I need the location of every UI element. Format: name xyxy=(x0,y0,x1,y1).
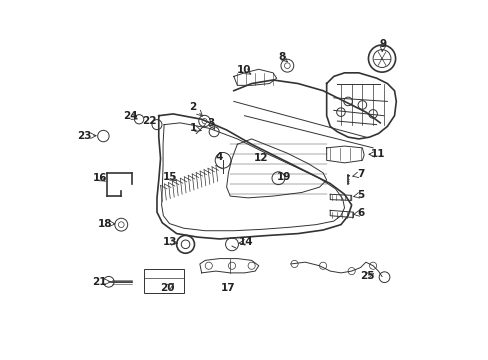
Text: 15: 15 xyxy=(163,172,177,182)
Text: 16: 16 xyxy=(92,173,107,183)
Text: 20: 20 xyxy=(160,283,174,293)
Text: 3: 3 xyxy=(206,118,214,128)
Text: 13: 13 xyxy=(163,237,178,247)
Text: 2: 2 xyxy=(189,102,196,112)
Text: 7: 7 xyxy=(356,169,364,179)
Text: 18: 18 xyxy=(98,219,112,229)
Text: 4: 4 xyxy=(215,152,222,162)
Text: 8: 8 xyxy=(278,52,285,62)
Text: 1: 1 xyxy=(190,123,197,133)
Text: 24: 24 xyxy=(123,111,138,121)
Text: 21: 21 xyxy=(92,277,107,287)
Text: 10: 10 xyxy=(236,65,250,75)
Text: 22: 22 xyxy=(142,116,157,126)
Text: 17: 17 xyxy=(221,283,235,293)
Text: 5: 5 xyxy=(356,190,364,200)
Text: 12: 12 xyxy=(253,153,267,163)
Text: 11: 11 xyxy=(370,149,385,159)
Text: 19: 19 xyxy=(276,172,290,182)
Text: 23: 23 xyxy=(78,131,92,141)
Text: 9: 9 xyxy=(379,39,386,49)
Text: 14: 14 xyxy=(239,237,253,247)
Text: 6: 6 xyxy=(356,208,364,218)
Text: 25: 25 xyxy=(359,271,373,281)
